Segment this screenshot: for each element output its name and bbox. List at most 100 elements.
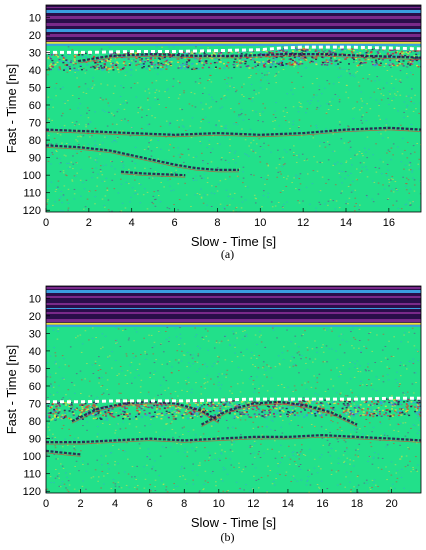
clutter-speckle [109, 68, 112, 70]
noise-speckle [74, 175, 77, 177]
noise-speckle [354, 366, 356, 368]
noise-speckle [48, 429, 51, 431]
clutter-speckle [176, 409, 179, 411]
noise-speckle [339, 406, 341, 408]
noise-speckle [175, 57, 177, 59]
clutter-speckle [273, 61, 276, 63]
noise-speckle [400, 161, 403, 163]
noise-speckle [122, 87, 125, 89]
noise-speckle [82, 425, 84, 427]
clutter-speckle [150, 406, 153, 408]
noise-speckle [99, 400, 102, 402]
noise-speckle [293, 154, 295, 156]
noise-speckle [119, 448, 121, 450]
noise-speckle [338, 99, 341, 101]
noise-speckle [54, 190, 57, 192]
noise-speckle [357, 491, 360, 493]
noise-speckle [200, 48, 202, 50]
noise-speckle [294, 335, 297, 337]
noise-speckle [186, 130, 189, 132]
clutter-speckle [216, 416, 219, 418]
noise-speckle [159, 384, 162, 386]
noise-speckle [103, 180, 106, 182]
noise-speckle [54, 477, 57, 479]
clutter-speckle [307, 412, 310, 414]
noise-speckle [86, 198, 89, 200]
clutter-speckle [320, 414, 323, 417]
noise-speckle [242, 411, 245, 413]
clutter-speckle [341, 407, 344, 410]
clutter-speckle [344, 48, 347, 51]
clutter-speckle [370, 51, 373, 53]
noise-speckle [290, 89, 292, 91]
clutter-speckle [71, 411, 74, 413]
noise-speckle [163, 429, 166, 431]
noise-speckle [176, 402, 179, 404]
noise-speckle [60, 196, 62, 198]
noise-speckle [227, 406, 229, 408]
noise-speckle [406, 157, 409, 159]
chart-panel-a: 0 2 4 6 8 10 12 14 16102030405060708090100110120… [4, 4, 422, 261]
clutter-speckle [214, 405, 217, 407]
noise-speckle [161, 46, 163, 48]
clutter-speckle [248, 67, 251, 69]
clutter-speckle [199, 407, 202, 409]
noise-speckle [242, 95, 245, 97]
noise-speckle [115, 342, 117, 344]
noise-speckle [115, 400, 117, 402]
clutter-speckle [325, 411, 328, 413]
noise-speckle [105, 136, 108, 138]
noise-speckle [297, 175, 300, 177]
clutter-speckle [255, 406, 258, 408]
clutter-speckle [329, 59, 332, 61]
clutter-speckle [103, 64, 106, 66]
noise-speckle [401, 455, 403, 457]
clutter-speckle [82, 410, 85, 412]
noise-speckle [217, 436, 219, 438]
noise-speckle [296, 46, 298, 48]
noise-speckle [150, 418, 152, 420]
clutter-speckle [282, 58, 285, 60]
clutter-speckle [371, 60, 374, 63]
clutter-speckle [65, 59, 68, 61]
clutter-speckle [79, 404, 82, 406]
noise-speckle [96, 177, 99, 179]
noise-speckle [58, 366, 61, 368]
noise-speckle [275, 478, 277, 480]
noise-speckle [155, 431, 157, 433]
noise-speckle [385, 118, 388, 120]
clutter-speckle [300, 57, 303, 59]
noise-speckle [280, 404, 283, 406]
noise-speckle [159, 201, 162, 203]
noise-speckle [147, 109, 150, 111]
noise-speckle [101, 385, 104, 387]
clutter-speckle [347, 410, 350, 412]
noise-speckle [190, 91, 193, 93]
noise-speckle [376, 412, 379, 414]
noise-speckle [151, 201, 153, 203]
clutter-speckle [233, 61, 236, 63]
clutter-speckle [47, 53, 50, 56]
noise-speckle [314, 340, 316, 342]
noise-speckle [221, 125, 223, 127]
noise-speckle [194, 106, 197, 108]
clutter-speckle [418, 57, 421, 59]
noise-speckle [381, 137, 384, 139]
noise-speckle [355, 436, 357, 438]
noise-speckle [66, 409, 69, 411]
noise-speckle [249, 446, 252, 448]
noise-speckle [115, 57, 118, 59]
noise-speckle [56, 157, 58, 159]
noise-speckle [337, 462, 340, 464]
noise-speckle [386, 366, 389, 368]
noise-speckle [249, 445, 252, 447]
noise-speckle [373, 479, 376, 481]
noise-speckle [102, 392, 105, 394]
noise-speckle [240, 113, 243, 115]
noise-speckle [74, 466, 76, 468]
noise-speckle [65, 394, 67, 396]
noise-speckle [330, 447, 333, 449]
clutter-speckle [282, 54, 285, 57]
noise-speckle [354, 492, 357, 493]
y-tick-label: 50 [29, 363, 41, 375]
